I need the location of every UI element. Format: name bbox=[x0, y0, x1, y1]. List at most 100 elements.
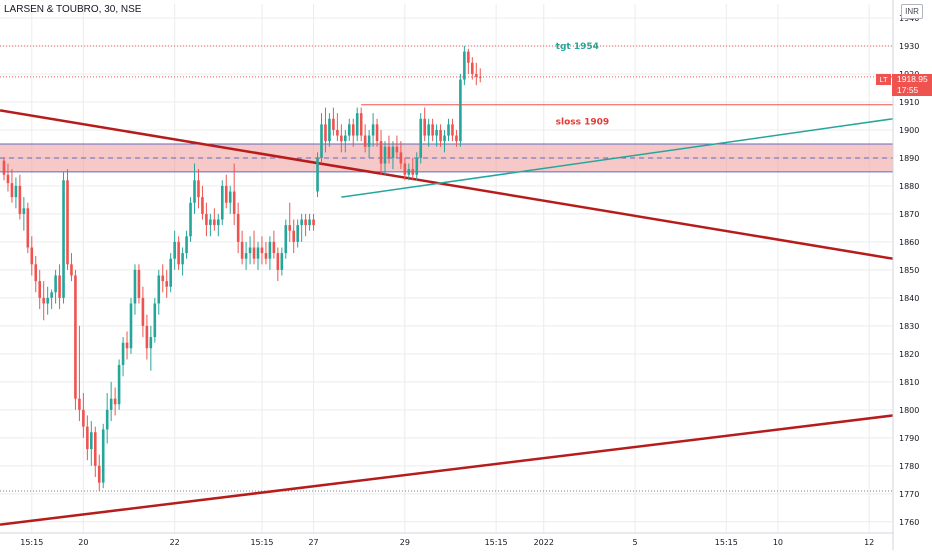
candle-body bbox=[50, 292, 53, 298]
candle bbox=[97, 454, 101, 492]
candle-body bbox=[248, 247, 252, 254]
y-tick-label: 1890 bbox=[899, 154, 919, 163]
candle bbox=[78, 325, 81, 422]
candle-body bbox=[471, 62, 474, 74]
candle bbox=[355, 107, 359, 142]
candle-body bbox=[129, 303, 133, 349]
candle-body bbox=[137, 269, 141, 298]
candle-body bbox=[332, 118, 335, 130]
candle-body bbox=[26, 208, 30, 248]
candle bbox=[161, 264, 165, 293]
candle-body bbox=[125, 342, 129, 349]
x-tick-label: 20 bbox=[78, 538, 88, 547]
candle bbox=[443, 129, 446, 153]
x-tick-label: 27 bbox=[308, 538, 318, 547]
candle-body bbox=[169, 258, 172, 287]
candle bbox=[42, 281, 45, 321]
candle-body bbox=[113, 398, 117, 405]
x-tick-label: 29 bbox=[400, 538, 410, 547]
currency-badge[interactable]: INR bbox=[901, 4, 923, 19]
candle bbox=[70, 253, 73, 282]
candle bbox=[379, 129, 383, 175]
x-tick-label: 15:15 bbox=[250, 538, 273, 547]
candle-body bbox=[205, 213, 208, 226]
candle-body bbox=[109, 398, 113, 410]
candle-body bbox=[423, 118, 426, 136]
candle bbox=[217, 213, 220, 237]
candle-body bbox=[101, 429, 105, 483]
candle-body bbox=[93, 432, 97, 466]
candle-body bbox=[217, 219, 220, 226]
candle-body bbox=[407, 169, 411, 175]
candle bbox=[224, 174, 228, 209]
stoploss-annotation: sloss 1909 bbox=[556, 118, 610, 128]
candle-body bbox=[363, 135, 367, 147]
candle bbox=[316, 152, 319, 198]
grid-layer bbox=[0, 4, 893, 533]
candle-body bbox=[467, 51, 470, 63]
y-tick-label: 1900 bbox=[899, 126, 919, 135]
candle bbox=[30, 236, 34, 276]
candle bbox=[272, 230, 276, 259]
candle bbox=[264, 241, 268, 265]
candle-body bbox=[30, 247, 34, 265]
candle-body bbox=[70, 264, 73, 276]
candle-body bbox=[58, 275, 61, 298]
candle bbox=[395, 135, 399, 158]
candle-body bbox=[105, 409, 109, 430]
candle bbox=[260, 236, 264, 265]
candle-body bbox=[22, 208, 26, 214]
candle-body bbox=[403, 163, 407, 175]
candle-body bbox=[399, 152, 403, 164]
candle-body bbox=[344, 135, 347, 142]
candle-body bbox=[395, 146, 399, 153]
candle-body bbox=[347, 124, 351, 136]
candle-body bbox=[280, 253, 284, 270]
candle bbox=[125, 331, 129, 360]
candle-body bbox=[336, 129, 339, 136]
candle bbox=[169, 253, 172, 293]
candle bbox=[236, 202, 240, 254]
candle-body bbox=[133, 269, 137, 304]
candle-body bbox=[173, 241, 176, 259]
lower-support-trendline bbox=[0, 414, 894, 526]
candle-body bbox=[272, 241, 276, 254]
candle-body bbox=[296, 225, 299, 242]
candle bbox=[391, 141, 395, 170]
candle-body bbox=[367, 135, 371, 147]
candle bbox=[447, 118, 450, 142]
candle bbox=[6, 163, 10, 192]
candle-body bbox=[359, 113, 363, 136]
candle-body bbox=[121, 342, 125, 366]
candle bbox=[268, 236, 272, 270]
candle bbox=[26, 202, 30, 254]
candle bbox=[133, 264, 137, 315]
candle bbox=[82, 393, 85, 438]
candle bbox=[141, 286, 145, 338]
candle-body bbox=[383, 146, 387, 164]
candle-body bbox=[228, 191, 232, 203]
candle bbox=[240, 230, 244, 265]
trendlines-layer bbox=[0, 109, 894, 526]
candle bbox=[248, 236, 252, 265]
candle-body bbox=[213, 219, 216, 226]
candle bbox=[463, 45, 466, 86]
candle bbox=[213, 208, 216, 231]
candle-body bbox=[177, 241, 180, 265]
candle bbox=[423, 107, 426, 142]
candle-body bbox=[18, 185, 22, 214]
candle bbox=[50, 289, 53, 310]
candle bbox=[193, 163, 196, 214]
candle bbox=[415, 152, 419, 181]
candle-body bbox=[447, 124, 450, 136]
candle-body bbox=[328, 118, 331, 142]
candle-body bbox=[284, 225, 288, 254]
candle bbox=[66, 169, 69, 270]
candle bbox=[359, 107, 363, 142]
candle bbox=[320, 113, 323, 164]
candle-body bbox=[153, 303, 157, 338]
y-tick-label: 1870 bbox=[899, 210, 919, 219]
candle-body bbox=[292, 230, 296, 242]
